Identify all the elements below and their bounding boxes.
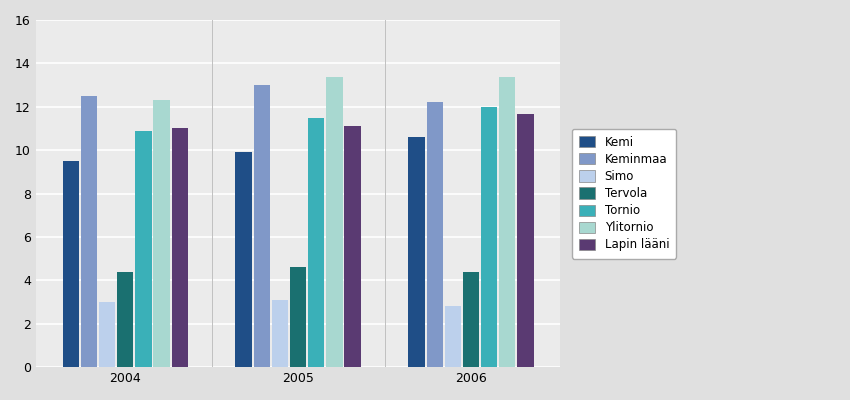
Bar: [81, 96, 97, 367]
Legend: Kemi, Keminmaa, Simo, Tervola, Tornio, Ylitornio, Lapin lääni: Kemi, Keminmaa, Simo, Tervola, Tornio, Y…: [572, 128, 677, 258]
Bar: [272, 300, 288, 367]
Bar: [463, 272, 479, 367]
Bar: [445, 306, 461, 367]
Bar: [117, 272, 133, 367]
Bar: [172, 128, 188, 367]
Bar: [481, 107, 497, 367]
Bar: [99, 302, 116, 367]
Bar: [253, 85, 270, 367]
Bar: [63, 161, 79, 367]
Bar: [427, 102, 443, 367]
Bar: [153, 100, 170, 367]
Bar: [499, 78, 515, 367]
Bar: [290, 267, 306, 367]
Bar: [518, 114, 534, 367]
Bar: [135, 131, 151, 367]
Bar: [235, 152, 252, 367]
Bar: [308, 118, 325, 367]
Bar: [326, 78, 343, 367]
Bar: [344, 126, 360, 367]
Bar: [408, 137, 425, 367]
